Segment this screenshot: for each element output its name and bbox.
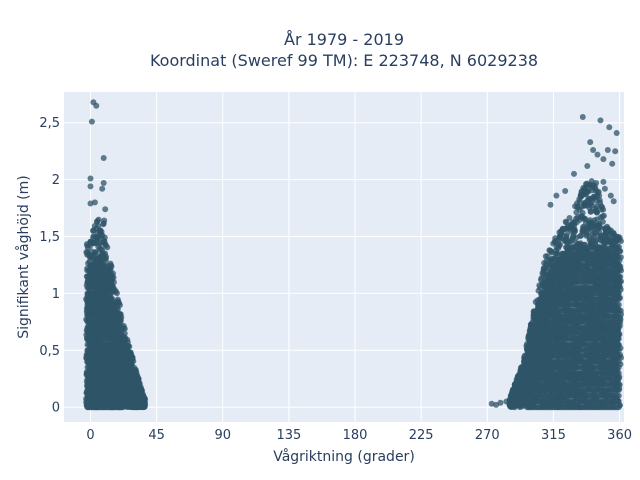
data-point bbox=[593, 203, 600, 210]
data-point bbox=[128, 376, 135, 383]
data-point bbox=[574, 200, 581, 207]
data-point bbox=[100, 221, 107, 228]
data-point bbox=[580, 225, 587, 232]
data-point bbox=[87, 239, 94, 245]
data-point bbox=[562, 225, 569, 232]
data-point bbox=[606, 227, 613, 234]
data-point bbox=[610, 239, 617, 246]
data-point bbox=[616, 248, 623, 255]
data-point bbox=[90, 227, 97, 234]
data-point bbox=[594, 209, 600, 216]
data-point bbox=[570, 233, 576, 240]
data-point bbox=[547, 247, 554, 254]
data-point bbox=[562, 218, 569, 225]
data-point bbox=[586, 204, 593, 211]
data-point bbox=[582, 199, 589, 206]
data-point bbox=[601, 244, 608, 251]
data-point bbox=[585, 188, 592, 195]
data-point bbox=[540, 267, 547, 274]
data-point bbox=[583, 180, 590, 187]
data-point bbox=[550, 240, 557, 247]
data-points bbox=[83, 99, 624, 411]
data-point bbox=[600, 212, 607, 219]
data-point bbox=[593, 197, 600, 204]
data-point bbox=[603, 238, 610, 245]
data-point bbox=[589, 231, 596, 238]
data-point bbox=[589, 226, 596, 233]
data-point bbox=[140, 403, 147, 410]
data-point bbox=[108, 263, 115, 270]
data-point bbox=[515, 372, 522, 378]
data-point bbox=[593, 187, 599, 194]
data-point bbox=[577, 192, 584, 199]
data-point bbox=[536, 282, 543, 289]
data-point bbox=[113, 290, 120, 297]
data-point bbox=[126, 343, 133, 350]
data-point bbox=[583, 231, 590, 238]
data-point bbox=[94, 234, 101, 241]
data-point bbox=[126, 388, 133, 395]
data-point bbox=[558, 235, 565, 242]
data-point bbox=[130, 371, 137, 378]
data-point bbox=[101, 238, 108, 245]
data-point bbox=[586, 221, 593, 228]
data-point bbox=[138, 394, 145, 401]
data-point bbox=[510, 387, 517, 394]
data-point bbox=[543, 261, 550, 268]
data-point bbox=[578, 232, 585, 239]
data-point bbox=[96, 228, 103, 235]
data-point bbox=[601, 225, 608, 232]
data-point bbox=[95, 216, 102, 223]
data-point bbox=[602, 233, 609, 240]
data-point bbox=[95, 243, 102, 250]
data-point bbox=[566, 215, 573, 221]
data-point bbox=[617, 254, 624, 261]
data-point bbox=[577, 214, 584, 220]
data-point bbox=[127, 352, 134, 359]
data-point bbox=[568, 221, 575, 228]
data-point bbox=[507, 403, 514, 410]
data-point bbox=[125, 362, 132, 369]
data-point bbox=[564, 239, 571, 246]
data-point bbox=[573, 209, 580, 216]
data-point bbox=[84, 244, 91, 251]
data-point bbox=[128, 381, 135, 388]
data-point bbox=[595, 233, 602, 240]
